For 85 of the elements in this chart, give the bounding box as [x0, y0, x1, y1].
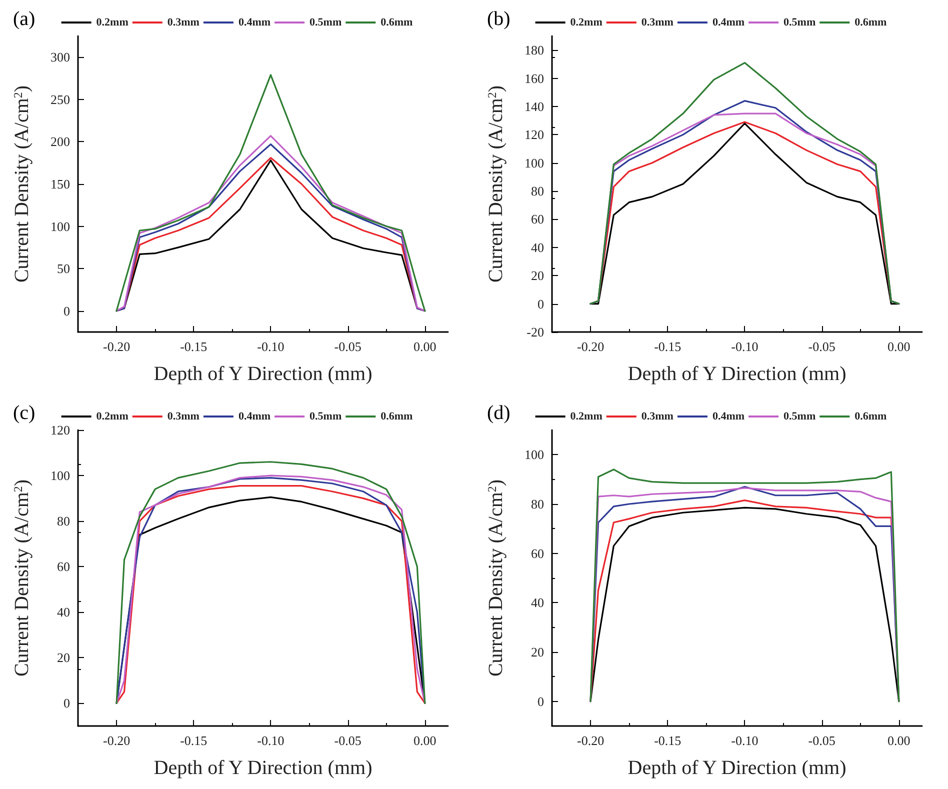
- y-tick-label: 40: [531, 240, 544, 255]
- x-tick-label: -0.05: [334, 733, 362, 748]
- y-tick-label: 160: [524, 70, 544, 86]
- y-tick-label: 100: [524, 155, 544, 170]
- chart-title: (b): [487, 8, 510, 30]
- legend-label: 0.4mm: [238, 410, 271, 422]
- y-tick-label: 0: [64, 696, 70, 711]
- y-tick-label: -20: [526, 324, 544, 340]
- y-tick-label: 0: [64, 303, 70, 318]
- chart-title: (a): [13, 8, 36, 30]
- y-tick-label: 20: [531, 644, 544, 660]
- y-tick-label: 120: [524, 127, 544, 142]
- x-tick-label: -0.20: [576, 733, 604, 748]
- chart-title: (c): [13, 402, 36, 424]
- legend-label: 0.4mm: [238, 16, 271, 28]
- y-tick-label: 40: [531, 595, 544, 610]
- y-tick-label: 300: [50, 50, 70, 65]
- y-tick-label: 100: [50, 468, 70, 484]
- y-tick-label: 0: [538, 296, 544, 312]
- y-axis-title: Current Density (A/cm2): [485, 479, 507, 677]
- legend-label: 0.2mm: [570, 16, 602, 28]
- x-tick-label: 0.00: [888, 339, 910, 354]
- y-tick-label: 20: [531, 268, 544, 284]
- y-axis-title: Current Density (A/cm2): [11, 479, 33, 677]
- legend-label: 0.6mm: [380, 410, 413, 422]
- y-axis-title: Current Density (A/cm2): [11, 85, 33, 283]
- legend-label: 0.3mm: [641, 16, 674, 28]
- chart-title: (d): [487, 402, 510, 424]
- y-tick-label: 100: [50, 218, 70, 234]
- x-tick-label: -0.15: [180, 339, 208, 354]
- y-tick-label: 60: [531, 212, 544, 227]
- y-tick-label: 180: [524, 42, 544, 58]
- x-tick-label: -0.15: [180, 733, 208, 748]
- y-tick-label: 250: [50, 92, 70, 107]
- legend-label: 0.2mm: [570, 410, 602, 422]
- y-tick-label: 200: [50, 134, 70, 150]
- y-tick-label: 80: [531, 496, 544, 512]
- x-axis-title: Depth of Y Direction (mm): [154, 757, 372, 779]
- x-tick-label: -0.05: [808, 339, 836, 354]
- legend-label: 0.5mm: [310, 410, 342, 422]
- x-tick-label: 0.00: [414, 733, 436, 748]
- x-axis-title: Depth of Y Direction (mm): [154, 363, 372, 385]
- legend-label: 0.6mm: [380, 16, 413, 28]
- y-tick-label: 120: [50, 422, 70, 438]
- legend-label: 0.5mm: [310, 16, 342, 28]
- y-axis-title: Current Density (A/cm2): [485, 85, 507, 283]
- x-tick-label: -0.15: [654, 733, 682, 748]
- y-tick-label: 60: [57, 559, 70, 574]
- x-tick-label: -0.10: [731, 733, 758, 748]
- legend-label: 0.2mm: [96, 410, 128, 422]
- x-tick-label: 0.00: [414, 339, 436, 354]
- legend-label: 0.5mm: [784, 16, 816, 28]
- y-tick-label: 40: [57, 604, 70, 620]
- legend-label: 0.3mm: [167, 410, 200, 422]
- x-tick-label: -0.05: [808, 733, 836, 748]
- legend-label: 0.5mm: [784, 410, 816, 422]
- line-series: [116, 74, 426, 312]
- y-tick-label: 80: [531, 184, 544, 199]
- x-tick-label: 0.00: [888, 733, 910, 748]
- legend-label: 0.6mm: [854, 16, 887, 28]
- y-tick-label: 50: [57, 261, 70, 276]
- y-tick-label: 80: [57, 514, 70, 529]
- legend-label: 0.4mm: [712, 16, 745, 28]
- x-tick-label: -0.10: [257, 733, 284, 748]
- y-tick-label: 150: [50, 176, 70, 192]
- legend-label: 0.3mm: [167, 16, 200, 28]
- x-tick-label: -0.20: [102, 339, 130, 354]
- legend-label: 0.3mm: [641, 410, 674, 422]
- y-tick-label: 0: [538, 694, 544, 709]
- legend-label: 0.2mm: [96, 16, 128, 28]
- x-axis-title: Depth of Y Direction (mm): [628, 757, 846, 779]
- legend-label: 0.4mm: [712, 410, 745, 422]
- y-tick-label: 100: [524, 447, 544, 462]
- y-tick-label: 60: [531, 546, 544, 561]
- x-tick-label: -0.15: [654, 339, 682, 354]
- x-tick-label: -0.10: [257, 339, 284, 354]
- x-tick-label: -0.20: [576, 339, 604, 354]
- x-tick-label: -0.05: [334, 339, 362, 354]
- x-tick-label: -0.10: [731, 339, 758, 354]
- x-tick-label: -0.20: [102, 733, 130, 748]
- y-tick-label: 20: [57, 650, 70, 666]
- line-series: [590, 62, 900, 305]
- y-tick-label: 140: [524, 98, 544, 114]
- x-axis-title: Depth of Y Direction (mm): [628, 363, 846, 385]
- legend-label: 0.6mm: [854, 410, 887, 422]
